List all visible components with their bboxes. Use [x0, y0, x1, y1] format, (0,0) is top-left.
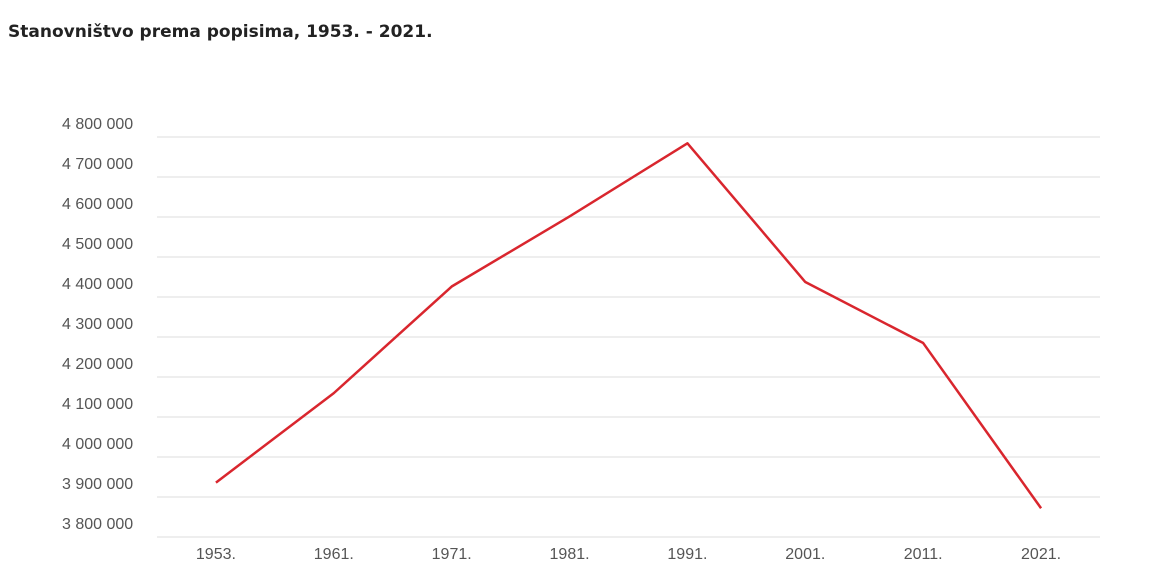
- y-tick-label: 3 800 000: [62, 516, 133, 533]
- x-tick-label: 2011.: [904, 546, 943, 563]
- y-tick-label: 4 600 000: [62, 196, 133, 213]
- y-tick-label: 4 000 000: [62, 436, 133, 453]
- x-tick-label: 1961.: [314, 546, 354, 563]
- x-tick-label: 2021.: [1021, 546, 1061, 563]
- y-tick-label: 4 700 000: [62, 156, 133, 173]
- y-tick-label: 4 400 000: [62, 276, 133, 293]
- x-tick-label: 1991.: [667, 546, 707, 563]
- y-tick-label: 4 100 000: [62, 396, 133, 413]
- y-tick-label: 4 800 000: [62, 116, 133, 133]
- y-tick-label: 4 200 000: [62, 356, 133, 373]
- y-tick-label: 4 300 000: [62, 316, 133, 333]
- x-tick-label: 2001.: [785, 546, 825, 563]
- x-tick-label: 1971.: [432, 546, 472, 563]
- chart-title: Stanovništvo prema popisima, 1953. - 202…: [8, 22, 433, 42]
- y-tick-label: 3 900 000: [62, 476, 133, 493]
- x-tick-label: 1981.: [550, 546, 590, 563]
- y-tick-label: 4 500 000: [62, 236, 133, 253]
- data-line: [215, 142, 1043, 509]
- x-tick-label: 1953.: [196, 546, 236, 563]
